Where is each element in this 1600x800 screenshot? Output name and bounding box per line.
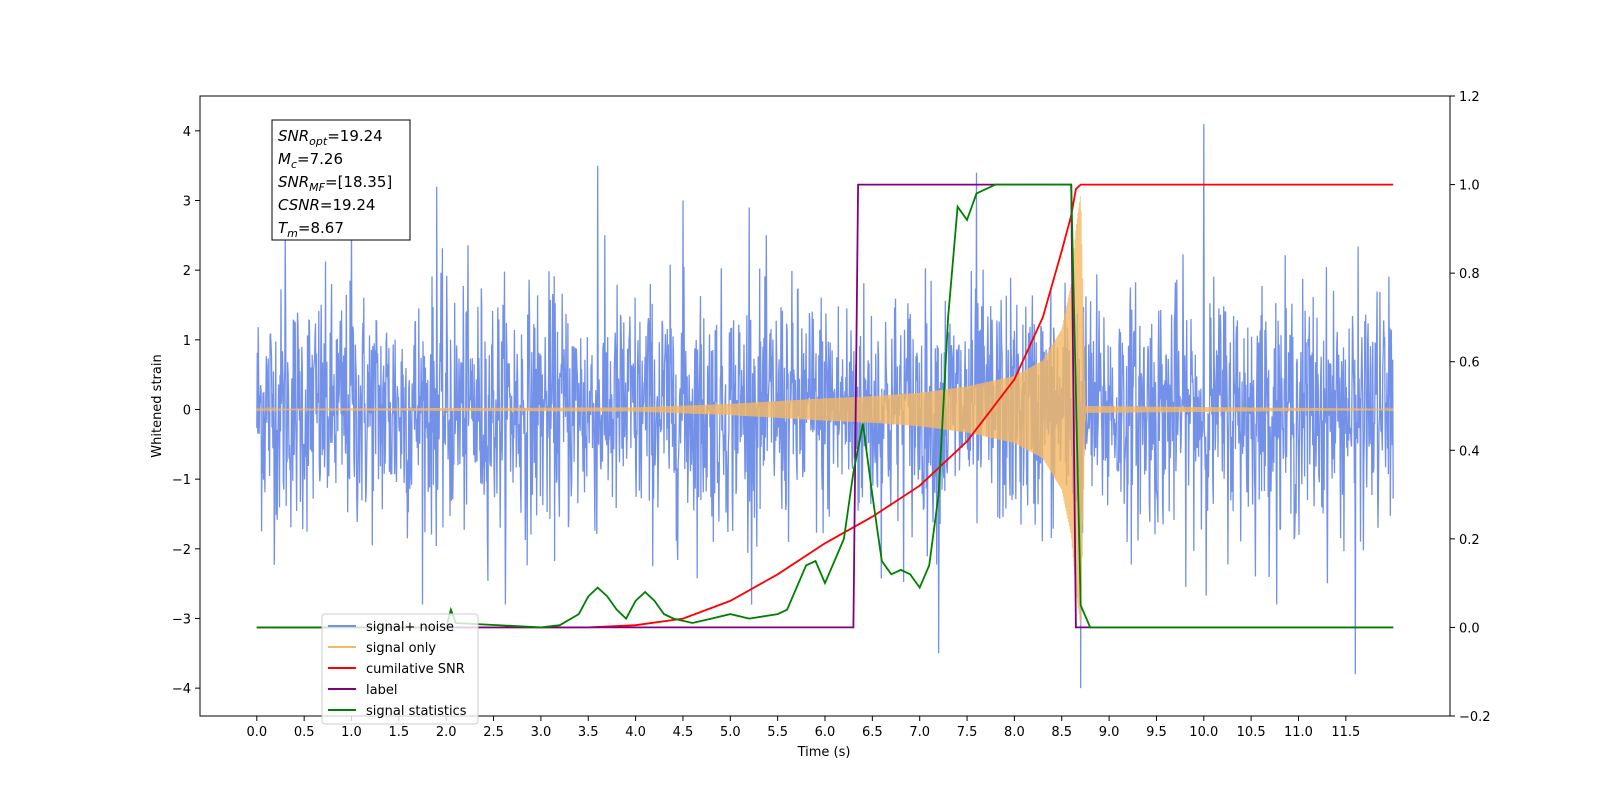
- x-tick-label: 3.0: [531, 725, 552, 740]
- y2-tick-label: 0.0: [1459, 621, 1480, 636]
- y2-tick-label: −0.2: [1459, 710, 1491, 725]
- x-tick-label: 8.5: [1051, 725, 1072, 740]
- y-axis-label: Whitened strain: [150, 354, 165, 457]
- y2-tick-label: 1.0: [1459, 179, 1480, 194]
- annotation-line: Tm=8.67: [278, 219, 344, 240]
- x-tick-label: 2.5: [483, 725, 504, 740]
- x-tick-label: 10.5: [1237, 725, 1266, 740]
- annotation-line: SNRopt=19.24: [278, 127, 383, 148]
- x-tick-label: 7.0: [909, 725, 930, 740]
- x-tick-label: 5.0: [720, 725, 741, 740]
- x-tick-label: 11.5: [1331, 725, 1360, 740]
- legend-label: signal statistics: [366, 704, 467, 719]
- series-signal-noise: [256, 123, 1394, 689]
- x-tick-label: 4.0: [625, 725, 646, 740]
- y2-tick-label: 0.6: [1459, 356, 1480, 371]
- x-tick-label: 0.0: [246, 725, 267, 740]
- x-tick-label: 9.5: [1146, 725, 1167, 740]
- x-axis-label: Time (s): [797, 745, 851, 760]
- x-tick-label: 11.0: [1284, 725, 1313, 740]
- series-signal-statistics: [256, 183, 1394, 629]
- y-tick-label: 2: [183, 264, 191, 279]
- series-signal-only: [256, 196, 1394, 626]
- y-tick-label: 4: [183, 125, 191, 140]
- x-tick-label: 9.0: [1099, 725, 1120, 740]
- y2-tick-label: 0.4: [1459, 444, 1480, 459]
- x-tick-label: 8.0: [1004, 725, 1025, 740]
- y-tick-label: −4: [172, 682, 191, 697]
- x-tick-label: 4.5: [673, 725, 694, 740]
- x-tick-label: 6.0: [815, 725, 836, 740]
- y-tick-label: 1: [183, 334, 191, 349]
- y-tick-label: −2: [172, 543, 191, 558]
- x-tick-label: 10.0: [1189, 725, 1218, 740]
- x-tick-label: 0.5: [294, 725, 315, 740]
- annotation-line: SNRMF=[18.35]: [278, 173, 392, 194]
- x-tick-label: 5.5: [767, 725, 788, 740]
- y2-tick-label: 1.2: [1459, 90, 1480, 105]
- legend-label: signal only: [366, 641, 436, 656]
- legend-label: cumilative SNR: [366, 662, 465, 677]
- x-tick-label: 1.0: [341, 725, 362, 740]
- y2-tick-label: 0.2: [1459, 533, 1480, 548]
- x-tick-label: 6.5: [862, 725, 883, 740]
- y-tick-label: −1: [172, 473, 191, 488]
- x-tick-label: 2.0: [436, 725, 457, 740]
- y2-tick-label: 0.8: [1459, 267, 1480, 282]
- series-cumilative-snr: [256, 183, 1394, 629]
- annotation-line: Mc=7.26: [278, 150, 343, 171]
- legend-label: signal+ noise: [366, 620, 454, 635]
- annotation-line: CSNR=19.24: [278, 196, 375, 214]
- y-tick-label: 0: [183, 403, 191, 418]
- x-tick-label: 3.5: [578, 725, 599, 740]
- legend-label: label: [366, 683, 397, 698]
- legend: signal+ noise signal only cumilative SNR la…: [321, 613, 479, 725]
- x-tick-label: 7.5: [957, 725, 978, 740]
- x-tick-label: 1.5: [389, 725, 410, 740]
- y-tick-label: −3: [172, 612, 191, 627]
- y-tick-label: 3: [183, 194, 191, 209]
